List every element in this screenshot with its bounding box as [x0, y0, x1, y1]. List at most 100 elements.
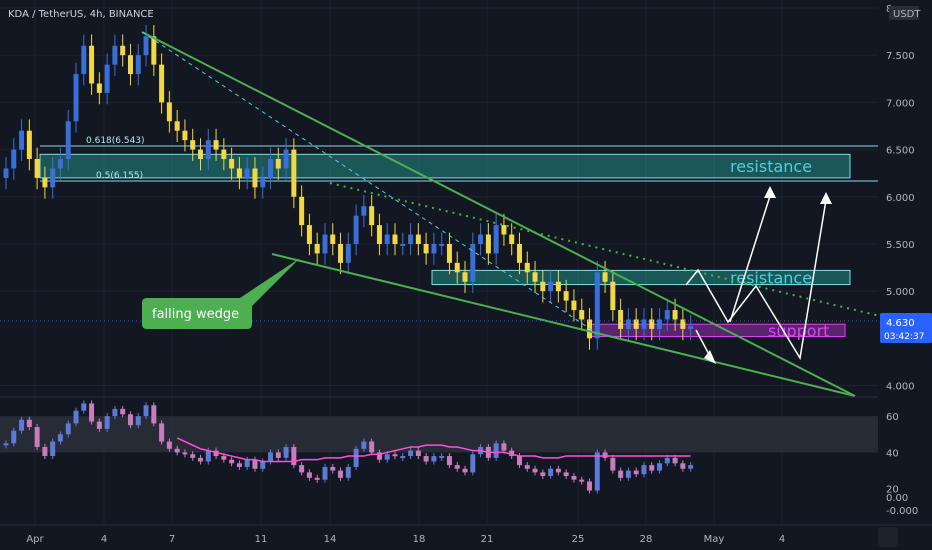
candle — [104, 64, 110, 93]
price-axis[interactable]: 87.5007.0006.5006.0005.5005.0004.000USDT… — [878, 0, 932, 525]
rsi-bar — [166, 441, 172, 449]
time-tick-label: 25 — [572, 534, 585, 545]
price-tick-label: 4.000 — [886, 382, 915, 393]
rsi-bar — [431, 456, 437, 462]
rsi-bar — [415, 450, 421, 457]
rsi-bar — [151, 405, 157, 424]
time-tick-label: 4 — [779, 534, 785, 545]
candle — [439, 243, 445, 246]
rsi-bar — [672, 457, 678, 464]
settings-gear-icon — [878, 527, 898, 547]
last-price-label: 4.630 — [886, 318, 915, 329]
symbol-header[interactable]: KDA / TetherUS, 4h, BINANCE — [8, 9, 154, 20]
rsi-bar — [408, 450, 414, 457]
rsi-bar — [470, 454, 476, 473]
rsi-bar — [26, 419, 32, 428]
rsi-tick-label: 60 — [886, 412, 899, 423]
rsi-bar — [594, 452, 600, 491]
candle — [314, 243, 320, 254]
rsi-bar — [602, 452, 608, 458]
zone-resistance — [39, 153, 851, 179]
rsi-bar — [89, 403, 95, 422]
rsi-bar — [34, 427, 40, 447]
candle — [221, 149, 227, 160]
rsi-bar — [244, 459, 250, 467]
rsi-bar — [205, 450, 211, 462]
candle — [485, 234, 491, 254]
rsi-bar — [252, 459, 258, 469]
rsi-bar — [563, 472, 569, 477]
candle — [89, 45, 95, 84]
dashed-trendline — [141, 31, 593, 331]
candle — [120, 45, 126, 56]
rsi-bar — [532, 468, 538, 473]
candle — [57, 159, 63, 169]
rsi-bar — [96, 421, 102, 429]
candle — [73, 74, 79, 122]
candle — [392, 234, 398, 244]
time-tick-label: 14 — [324, 534, 337, 545]
candle — [213, 140, 219, 150]
rsi-bar — [571, 476, 577, 480]
rsi-pane — [0, 396, 932, 494]
candle — [50, 168, 56, 188]
candle — [260, 177, 266, 188]
zone-label-support: support — [768, 321, 829, 340]
arrow-icon — [764, 186, 776, 198]
rsi-bar — [73, 410, 79, 424]
rsi-bar — [548, 468, 554, 477]
rsi-bar — [42, 446, 48, 457]
candle — [299, 196, 305, 226]
candle — [236, 168, 242, 178]
forecast-path — [729, 195, 771, 323]
candle — [657, 319, 663, 329]
candle — [594, 272, 600, 339]
candle — [618, 310, 624, 329]
rsi-bar — [135, 416, 141, 426]
time-tick-label: 28 — [640, 534, 653, 545]
candle — [11, 149, 17, 169]
candle — [151, 36, 157, 65]
rsi-bar — [555, 468, 561, 473]
candle — [205, 140, 211, 160]
price-tick-label: 7.500 — [886, 51, 915, 62]
candle — [478, 234, 484, 244]
rsi-bar — [143, 405, 149, 417]
rsi-bar — [454, 465, 460, 469]
rsi-bar — [369, 441, 375, 453]
candle — [369, 206, 375, 226]
candle — [641, 319, 647, 329]
pattern-label: falling wedge — [152, 307, 239, 322]
rsi-bar — [587, 481, 592, 491]
candle — [322, 234, 328, 254]
candle — [330, 234, 336, 244]
candle — [34, 159, 40, 178]
rsi-bar — [112, 408, 118, 417]
rsi-bar — [524, 465, 530, 469]
forecast-path — [685, 199, 827, 361]
rsi-bar — [104, 416, 110, 429]
drawings: falling wedge — [0, 31, 881, 397]
arrow-icon — [704, 350, 716, 364]
candle — [159, 64, 165, 103]
candle — [345, 243, 351, 263]
rsi-bar — [618, 470, 624, 478]
candle — [454, 262, 460, 273]
fib-label: 0.618(6.543) — [86, 136, 145, 146]
rsi-bar — [120, 408, 126, 415]
candle — [275, 159, 281, 169]
candle — [415, 234, 421, 244]
rsi-bar — [174, 448, 180, 453]
rsi-bar — [633, 470, 639, 475]
arrow-icon — [820, 192, 832, 204]
candle — [384, 234, 390, 244]
time-axis[interactable]: Apr 4 7 11 14 18 21 25 28 May 4 — [0, 524, 932, 547]
rsi-bar — [65, 423, 71, 435]
rsi-bar — [314, 477, 320, 480]
currency-label: USDT — [893, 9, 921, 20]
candle — [229, 159, 235, 169]
candle — [190, 140, 196, 150]
rsi-bar — [361, 441, 367, 449]
candle — [625, 319, 631, 329]
